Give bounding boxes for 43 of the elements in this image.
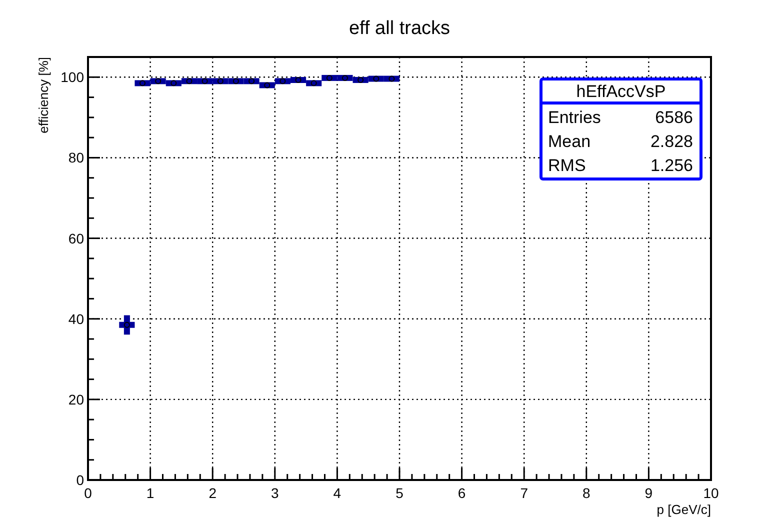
annotation: 2.828 (650, 132, 693, 151)
y-axis-title: efficiency [%] (36, 57, 51, 134)
y-tick-label: 0 (76, 472, 84, 488)
point (373, 76, 380, 82)
annotation: 6586 (655, 108, 693, 127)
point (248, 78, 255, 84)
point (295, 76, 302, 83)
y-tick-label: 100 (60, 69, 84, 86)
x-tick-label: 7 (520, 485, 528, 501)
annotation: Entries (548, 108, 601, 127)
y-tick-label: 60 (68, 230, 84, 246)
x-tick-label: 10 (703, 485, 719, 501)
point (264, 82, 270, 88)
point (170, 80, 177, 86)
annotation: 1.256 (650, 156, 693, 175)
point (155, 78, 162, 84)
point (310, 80, 317, 86)
point (202, 78, 208, 84)
point (232, 78, 239, 84)
chart-title: eff all tracks (348, 18, 450, 39)
x-tick-label: 9 (644, 485, 653, 501)
annotation: RMS (548, 156, 586, 175)
point (280, 78, 286, 84)
y-tick-label: 40 (68, 310, 84, 327)
x-tick-label: 4 (333, 485, 342, 501)
x-tick-label: 5 (396, 485, 404, 501)
point (388, 76, 395, 82)
x-tick-label: 1 (146, 485, 154, 501)
point (342, 74, 348, 81)
x-tick-label: 8 (582, 485, 590, 501)
x-tick-label: 6 (458, 485, 466, 501)
annotation: hEffAccVsP (576, 82, 666, 101)
y-tick-label: 80 (68, 150, 84, 166)
point (217, 78, 224, 84)
point (186, 78, 192, 84)
y-tick-label: 20 (68, 391, 84, 408)
annotation: Mean (548, 132, 591, 151)
x-tick-label: 2 (208, 485, 217, 501)
x-axis-title: p [GeV/c] (656, 502, 711, 517)
point (326, 74, 332, 81)
point (140, 80, 146, 86)
point (358, 76, 364, 83)
x-tick-label: 3 (271, 485, 279, 501)
